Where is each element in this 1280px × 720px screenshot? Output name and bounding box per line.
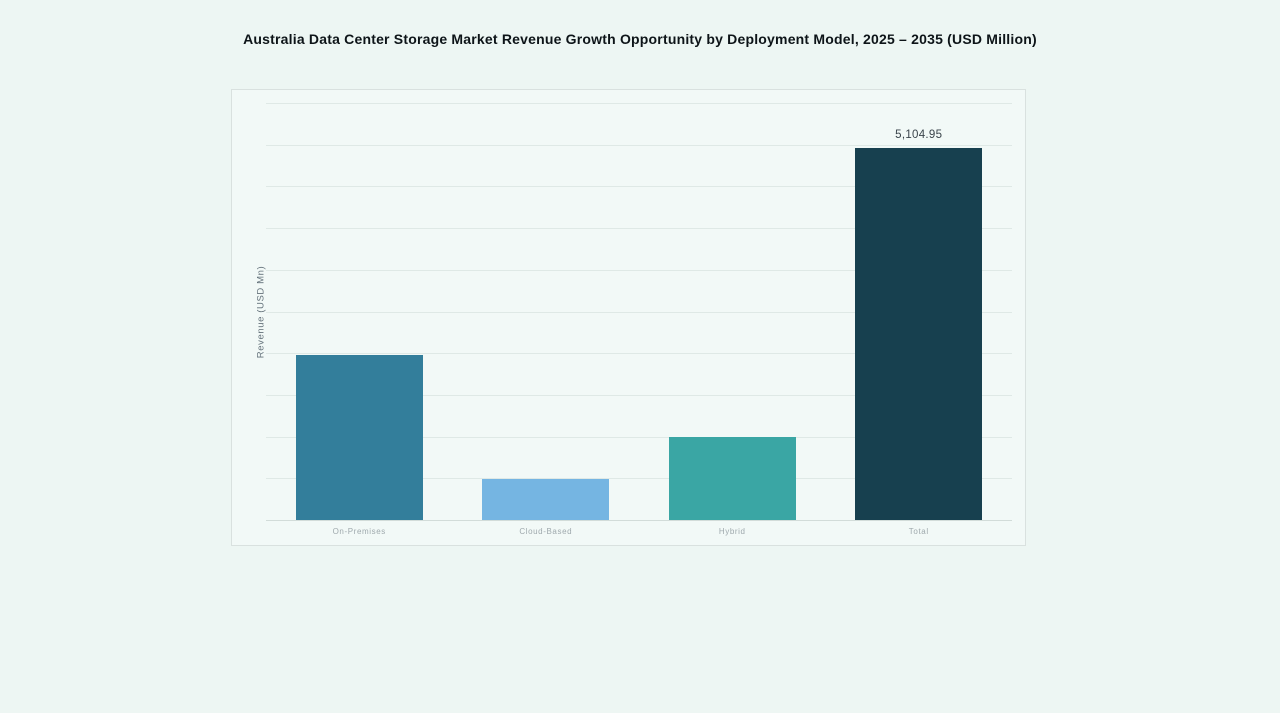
gridline	[266, 478, 1012, 480]
bar-total	[855, 147, 983, 521]
gridline	[266, 186, 1012, 188]
gridline	[266, 353, 1012, 355]
y-axis-label: Revenue (USD Mn)	[255, 265, 267, 359]
chart-panel: Revenue (USD Mn) 5,104.95 On-Premises Clo…	[231, 89, 1026, 546]
x-category-label: Cloud-Based	[519, 527, 573, 536]
gridline	[266, 394, 1012, 396]
gridline	[266, 436, 1012, 438]
gridline	[266, 228, 1012, 230]
bottom-strip	[0, 713, 1280, 720]
bar-hybrid	[668, 436, 796, 521]
x-axis-line	[266, 520, 1012, 521]
gridline	[266, 144, 1012, 146]
bar-on-premises	[295, 354, 423, 521]
x-category-label: Hybrid	[718, 527, 746, 536]
gridline	[266, 103, 1012, 104]
chart-title: Australia Data Center Storage Market Rev…	[243, 31, 1037, 47]
plot-area: 5,104.95	[266, 103, 1012, 521]
x-category-label: Total	[908, 527, 929, 536]
gridline	[266, 311, 1012, 313]
bar-value-label: 5,104.95	[895, 128, 943, 141]
bar-cloud-based	[482, 478, 610, 521]
x-category-label: On-Premises	[332, 527, 386, 536]
gridline	[266, 269, 1012, 271]
